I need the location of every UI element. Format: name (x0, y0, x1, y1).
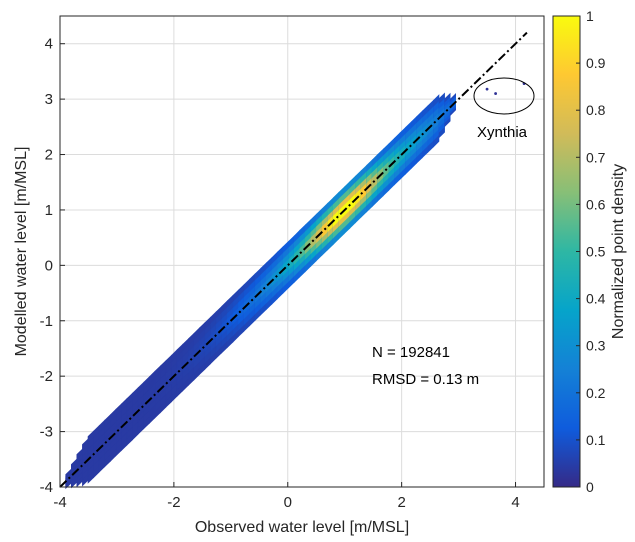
colorbar-tick-label: 1 (586, 8, 594, 24)
sample-count-annotation: N = 192841 (372, 344, 450, 361)
xynthia-label: Xynthia (477, 124, 528, 141)
colorbar-tick-label: 0.4 (586, 291, 606, 307)
colorbar-ticks: 0 0.1 0.2 0.3 0.4 0.5 0.6 0.7 0.8 0.9 1 (576, 8, 606, 495)
y-tick-label: 3 (45, 91, 53, 108)
colorbar-tick-label: 0.3 (586, 338, 606, 354)
colorbar-tick-label: 0.8 (586, 102, 606, 118)
y-tick-label: 2 (45, 147, 53, 164)
x-tick-label: 2 (397, 494, 405, 511)
x-axis-ticks: -4 -2 0 2 4 (53, 482, 520, 511)
y-tick-label: -1 (40, 313, 53, 330)
x-tick-label: 4 (511, 494, 519, 511)
rmsd-annotation: RMSD = 0.13 m (372, 371, 479, 388)
colorbar-tick-label: 0.7 (586, 149, 606, 165)
y-axis-ticks: -4 -3 -2 -1 0 1 2 3 4 (40, 36, 65, 496)
colorbar (552, 15, 581, 488)
colorbar-tick-label: 0.2 (586, 385, 606, 401)
x-tick-label: 0 (284, 494, 292, 511)
y-tick-label: 1 (45, 202, 53, 219)
x-tick-label: -2 (167, 494, 180, 511)
one-to-one-reference-line (59, 31, 528, 488)
y-tick-label: -4 (40, 479, 53, 496)
xynthia-highlight-ellipse (473, 77, 535, 115)
outlier-point (485, 87, 489, 91)
x-axis-label: Observed water level [m/MSL] (195, 519, 409, 536)
colorbar-tick-label: 0.1 (586, 432, 606, 448)
outlier-points (485, 82, 526, 95)
y-tick-label: -3 (40, 424, 53, 441)
colorbar-tick-label: 0 (586, 479, 594, 495)
colorbar-tick-label: 0.6 (586, 196, 606, 212)
y-tick-label: 4 (45, 36, 53, 53)
colorbar-tick-label: 0.5 (586, 244, 606, 260)
y-tick-label: 0 (45, 257, 53, 274)
colorbar-label: Normalized point density (610, 164, 627, 339)
y-tick-label: -2 (40, 368, 53, 385)
x-tick-label: -4 (53, 494, 66, 511)
plot-frame (59, 15, 545, 488)
colorbar-tick-label: 0.9 (586, 55, 606, 71)
y-axis-label: Modelled water level [m/MSL] (13, 147, 30, 357)
outlier-point (494, 92, 497, 95)
